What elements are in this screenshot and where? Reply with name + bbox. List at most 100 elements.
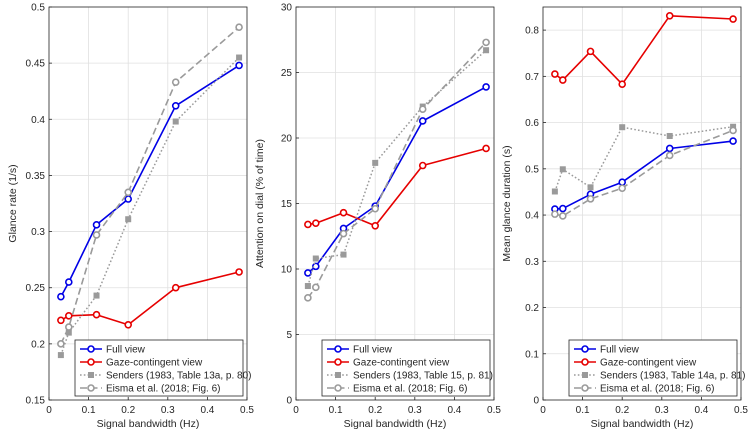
- data-point-senders: [57, 352, 64, 359]
- x-tick-label: 0.1: [329, 405, 343, 416]
- plot-area: [543, 7, 741, 400]
- data-point-gaze: [124, 320, 132, 329]
- y-tick-label: 0.3: [525, 257, 539, 268]
- x-tick-label: 0.4: [447, 405, 461, 416]
- series-senders: [57, 54, 243, 359]
- legend-marker-eisma: [334, 384, 342, 392]
- data-point-senders: [236, 54, 243, 61]
- y-tick-label: 0.45: [26, 59, 46, 70]
- data-point-senders: [559, 166, 566, 173]
- plot-area: [49, 7, 247, 400]
- data-point-full: [482, 83, 490, 91]
- data-point-gaze: [311, 219, 320, 227]
- y-tick-label: 0.6: [525, 118, 539, 129]
- data-point-eisma: [729, 126, 737, 135]
- data-point-gaze: [371, 221, 380, 230]
- data-point-gaze: [618, 80, 627, 89]
- x-tick-label: 0.2: [121, 405, 135, 416]
- y-tick-label: 0.1: [525, 349, 539, 360]
- data-point-eisma: [235, 23, 243, 32]
- y-tick-label: 0.8: [525, 26, 539, 37]
- y-tick-label: 0.4: [31, 115, 45, 126]
- x-tick-label: 0.5: [734, 405, 748, 416]
- series-gaze: [551, 11, 737, 89]
- legend-label-gaze: Gaze-contingent view: [106, 358, 203, 369]
- legend-marker-senders: [88, 371, 95, 378]
- data-point-eisma: [371, 204, 380, 213]
- data-point-gaze: [482, 144, 490, 153]
- series-gaze: [304, 144, 490, 230]
- x-axis-label: Signal bandwidth (Hz): [344, 418, 447, 429]
- y-tick-label: 0.2: [525, 303, 539, 314]
- data-point-eisma: [171, 78, 180, 87]
- legend: Full view Gaze-contingent view Senders (19…: [321, 339, 493, 397]
- series-eisma: [304, 38, 490, 302]
- series-eisma: [551, 126, 737, 220]
- data-point-eisma: [311, 283, 320, 292]
- legend-label-senders: Senders (1983, Table 14a, p. 81): [600, 371, 745, 382]
- y-tick-label: 0.5: [31, 3, 45, 14]
- data-point-gaze: [558, 76, 567, 84]
- legend: Full view Gaze-contingent view Senders (19…: [568, 339, 745, 397]
- chart-panel-1: 0 0.1 0.2 0.3 0.4 0.5 0.15 0.2 0.25 0.3 0.35 0.4 0.4…: [7, 3, 254, 429]
- y-tick-label: 0.15: [26, 396, 46, 407]
- data-point-eisma: [586, 195, 595, 203]
- legend: Full view Gaze-contingent view Senders (19…: [74, 339, 251, 397]
- legend-marker-full: [334, 345, 342, 353]
- data-point-eisma: [124, 188, 132, 197]
- data-point-gaze: [65, 311, 73, 320]
- y-axis-label: Attention on dial (% of time): [254, 139, 266, 268]
- data-point-senders: [551, 188, 558, 195]
- legend-label-eisma: Eisma et al. (2018; Fig. 6): [353, 384, 468, 395]
- data-point-senders: [372, 159, 379, 166]
- axes-box: [542, 6, 742, 401]
- legend-label-full: Full view: [353, 345, 393, 356]
- data-point-eisma: [558, 212, 567, 220]
- data-point-senders: [304, 283, 311, 290]
- legend-label-eisma: Eisma et al. (2018; Fig. 6): [106, 384, 221, 395]
- x-tick-label: 0.2: [615, 405, 629, 416]
- data-point-full: [235, 61, 243, 70]
- y-tick-label: 0.2: [31, 339, 45, 350]
- legend-label-senders: Senders (1983, Table 15, p. 81): [353, 371, 493, 382]
- data-point-eisma: [57, 340, 65, 348]
- legend-label-gaze: Gaze-contingent view: [600, 358, 697, 369]
- x-tick-label: 0.3: [408, 405, 422, 416]
- x-tick-label: 0: [46, 405, 52, 416]
- series-line-senders: [307, 49, 487, 287]
- y-tick-label: 0.4: [525, 211, 539, 222]
- data-point-eisma: [482, 38, 490, 47]
- series-line-senders: [554, 125, 734, 192]
- data-point-eisma: [65, 323, 73, 331]
- data-point-full: [665, 144, 674, 153]
- legend-marker-gaze: [581, 358, 589, 366]
- data-point-senders: [340, 251, 347, 258]
- series-line-senders: [60, 56, 240, 356]
- x-tick-label: 0.5: [240, 405, 254, 416]
- legend-marker-gaze: [334, 358, 342, 366]
- chart-panel-3: 0 0.1 0.2 0.3 0.4 0.5 0 0.1 0.2 0.3 0.4 0.5 0.6 0.7 0.…: [501, 6, 748, 429]
- y-tick-label: 15: [281, 199, 293, 210]
- data-point-full: [57, 292, 65, 301]
- data-point-gaze: [586, 47, 595, 56]
- data-point-gaze: [235, 268, 243, 276]
- legend-marker-eisma: [581, 384, 589, 392]
- series-full: [57, 61, 243, 301]
- data-point-gaze: [665, 11, 674, 20]
- data-point-gaze: [92, 310, 101, 319]
- x-tick-label: 0.5: [487, 405, 501, 416]
- x-tick-label: 0.4: [200, 405, 214, 416]
- y-tick-label: 0: [533, 396, 539, 407]
- y-tick-label: 25: [281, 68, 293, 79]
- y-tick-label: 0.3: [31, 227, 45, 238]
- y-axis-label: Mean glance duration (s): [501, 145, 513, 261]
- data-point-eisma: [339, 229, 348, 238]
- data-point-full: [304, 269, 312, 277]
- legend-label-full: Full view: [600, 345, 640, 356]
- y-tick-label: 0.5: [525, 164, 539, 175]
- data-point-senders: [312, 255, 319, 262]
- data-point-gaze: [171, 283, 180, 292]
- legend-label-full: Full view: [106, 345, 146, 356]
- data-point-full: [618, 178, 627, 187]
